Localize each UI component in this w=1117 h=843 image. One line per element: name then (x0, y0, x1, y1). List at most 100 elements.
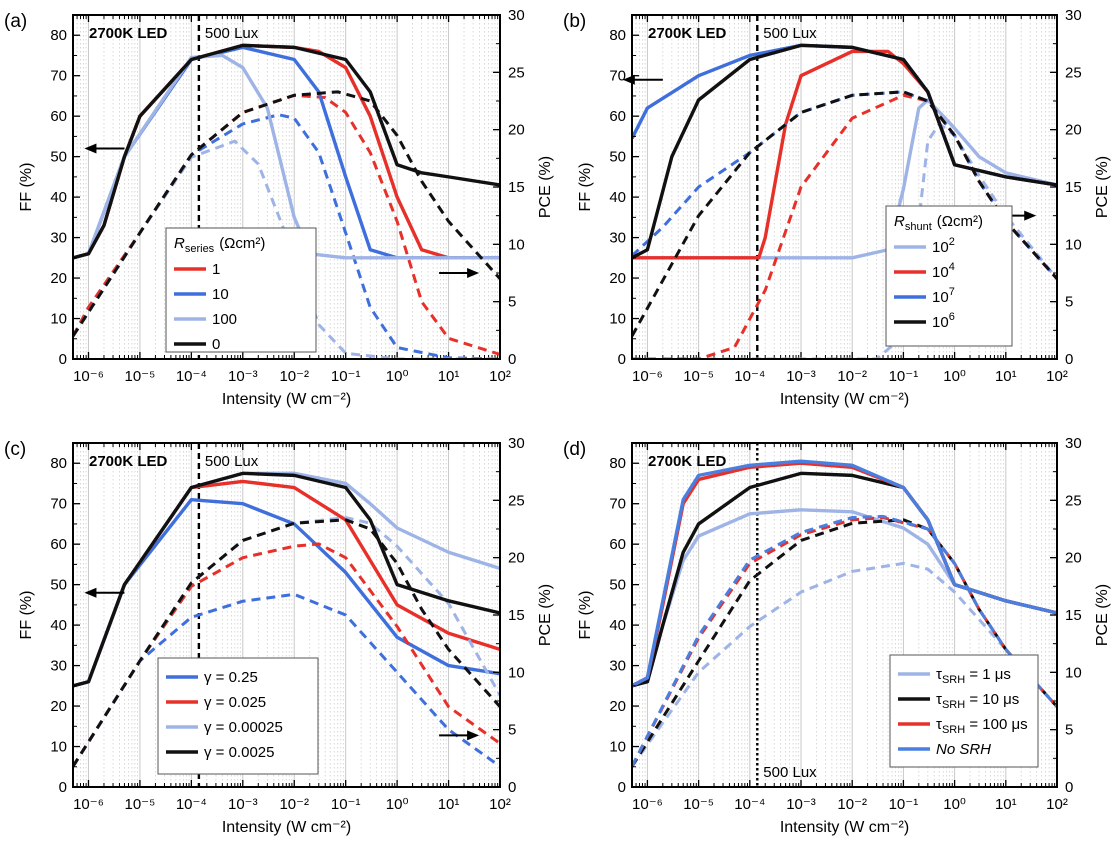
y-right-tick-label: 15 (1065, 607, 1082, 624)
series-pce-line (632, 518, 1057, 768)
y-left-axis-label: FF (%) (577, 591, 594, 640)
source-annotation: 2700K LED (89, 25, 168, 42)
x-tick-label: 10⁻⁶ (632, 368, 663, 385)
series-ff-line (73, 53, 500, 260)
y-right-tick-label: 30 (1065, 7, 1082, 24)
y-left-axis-label: FF (%) (577, 163, 594, 212)
x-tick-label: 10⁻⁴ (734, 368, 765, 385)
x-tick-label: 10⁻⁴ (176, 796, 207, 813)
series-ff-line (73, 471, 500, 688)
y-left-tick-label: 40 (609, 189, 626, 206)
panel-label: (b) (563, 11, 586, 32)
x-tick-label: 10² (1046, 796, 1068, 813)
y-left-tick-label: 20 (609, 270, 626, 287)
y-right-tick-label: 30 (508, 7, 525, 24)
legend: γ = 0.25 γ = 0.025 γ = 0.00025 γ = 0.0025 (157, 657, 319, 775)
x-tick-label: 10⁻⁵ (683, 368, 714, 385)
series-pce-line (632, 561, 1057, 768)
series-pce-line (73, 592, 500, 768)
y-right-tick-label: 20 (508, 122, 525, 139)
y-left-tick-label: 40 (50, 617, 67, 634)
y-right-tick-label: 10 (1065, 664, 1082, 681)
arrow-right-head (467, 268, 480, 278)
x-tick-label: 10⁻² (837, 368, 867, 385)
legend-label: 106 (932, 311, 955, 331)
x-tick-label: 10² (489, 796, 511, 813)
x-tick-label: 10⁻² (837, 796, 867, 813)
legend-label-base: 10 (932, 314, 949, 331)
x-tick-label: 10⁰ (386, 368, 409, 385)
y-right-tick-label: 15 (1065, 179, 1082, 196)
legend-label-exponent: 6 (949, 311, 955, 323)
series-pce-line (632, 514, 1057, 768)
y-left-tick-label: 20 (50, 698, 67, 715)
y-right-tick-label: 0 (508, 779, 516, 796)
x-tick-label: 10² (1046, 368, 1068, 385)
source-annotation: 2700K LED (648, 25, 727, 42)
x-tick-label: 10⁻³ (786, 368, 816, 385)
legend-label: 104 (932, 261, 955, 281)
y-right-tick-label: 0 (1065, 779, 1073, 796)
x-tick-label: 10⁻⁶ (73, 796, 104, 813)
series-group (632, 459, 1057, 768)
legend-label: γ = 0.0025 (204, 744, 274, 761)
source-annotation: 2700K LED (89, 453, 168, 470)
x-tick-label: 10⁰ (943, 796, 966, 813)
legend-label: γ = 0.00025 (204, 719, 283, 736)
x-axis-label: Intensity (W cm⁻²) (222, 391, 351, 408)
legend-label-text: = 1 μs (965, 666, 1011, 683)
legend-label: 107 (932, 286, 955, 306)
y-left-tick-label: 30 (609, 230, 626, 247)
y-left-axis-label: FF (%) (18, 591, 35, 640)
series-ff-line (632, 459, 1057, 688)
y-left-tick-label: 70 (609, 68, 626, 85)
arrow-left-head (622, 74, 635, 85)
x-tick-label: 10⁻³ (228, 796, 258, 813)
legend-box (165, 227, 317, 353)
y-right-tick-label: 5 (1065, 294, 1073, 311)
lux-annotation: 500 Lux (205, 25, 259, 42)
y-left-tick-label: 80 (50, 455, 67, 472)
legend-label-exponent: 2 (949, 236, 955, 248)
y-right-tick-label: 20 (1065, 550, 1082, 567)
series-pce-line (73, 90, 500, 337)
series-pce-line (632, 93, 1057, 359)
x-tick-label: 10¹ (995, 796, 1017, 813)
x-tick-label: 10⁻³ (228, 368, 258, 385)
legend-label: 102 (932, 236, 955, 256)
y-right-tick-label: 30 (508, 435, 525, 452)
arrow-right-head (467, 730, 480, 741)
legend-label: τSRH = 100 μs (936, 716, 1028, 736)
y-right-tick-label: 15 (508, 179, 525, 196)
legend-label: γ = 0.25 (204, 669, 258, 686)
arrow-right-head (1024, 210, 1037, 221)
legend-label: No SRH (936, 741, 991, 758)
series-group (632, 43, 1057, 359)
y-left-tick-label: 50 (50, 577, 67, 594)
y-right-tick-label: 10 (1065, 236, 1082, 253)
series-ff-line (632, 43, 1057, 260)
arrow-left-head (84, 587, 97, 598)
legend-title-unit: (Ωcm²) (219, 235, 265, 252)
y-left-tick-label: 40 (609, 617, 626, 634)
x-tick-label: 10⁻² (279, 796, 309, 813)
series-pce-line (632, 90, 1057, 337)
y-left-tick-label: 60 (609, 536, 626, 553)
legend-title: Rshunt (Ωcm²) (894, 213, 983, 233)
legend-label-base: 10 (932, 239, 949, 256)
y-right-tick-label: 20 (508, 550, 525, 567)
y-left-tick-label: 0 (618, 351, 626, 368)
y-right-tick-label: 25 (1065, 64, 1082, 81)
legend-label-text: = 100 μs (965, 716, 1027, 733)
panel-label: (a) (4, 11, 27, 32)
y-left-tick-label: 10 (609, 739, 626, 756)
y-right-tick-label: 20 (1065, 122, 1082, 139)
legend-label-text: = 10 μs (965, 691, 1019, 708)
series-group (73, 43, 500, 359)
lux-annotation: 500 Lux (763, 25, 817, 42)
